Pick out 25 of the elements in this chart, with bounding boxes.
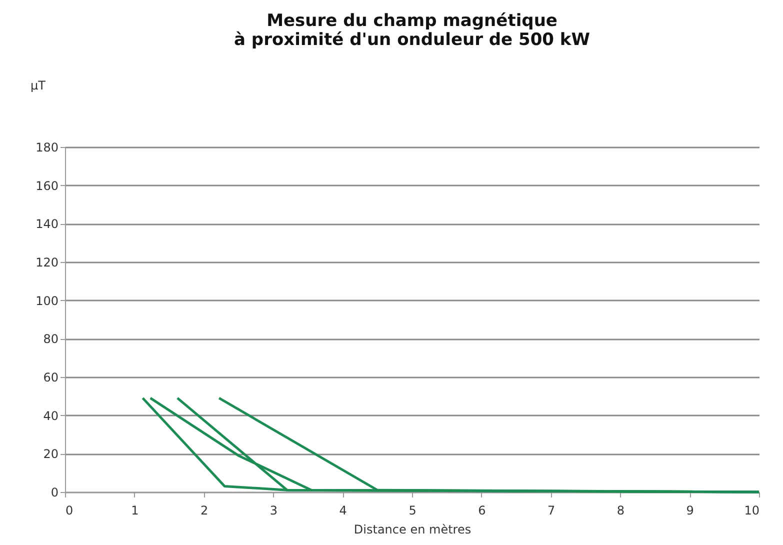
y-tick-label: 60: [43, 370, 58, 384]
y-tick-label: 0: [50, 486, 58, 500]
text: Mesure du champ magnétique: [266, 11, 558, 31]
x-tick-label: 4: [339, 504, 347, 518]
x-tick-label: 1: [131, 504, 139, 518]
x-tick-label: 8: [616, 504, 625, 518]
x-tick-label: 10: [744, 504, 760, 518]
y-tick-label: 40: [43, 408, 58, 423]
y-tick-label: 20: [43, 447, 58, 462]
x-tick-label: 7: [547, 504, 556, 518]
text: à proximité d'un onduleur de 500 kW: [234, 30, 590, 50]
y-tick-label: 140: [36, 217, 58, 232]
x-tick-label: 5: [408, 504, 416, 518]
x-tick-label: 0: [66, 504, 74, 518]
x-tick-label: 3: [270, 504, 278, 518]
y-tick-label: 100: [36, 294, 58, 308]
x-tick-label: 2: [200, 504, 208, 518]
y-axis-title: µT: [30, 78, 46, 92]
y-tick-label: 80: [43, 332, 58, 346]
x-tick-label: 9: [686, 504, 694, 518]
y-tick-label: 180: [36, 140, 58, 154]
x-tick-label: 6: [478, 504, 486, 518]
y-tick-label: 160: [36, 178, 58, 193]
x-axis-title: Distance en mètres: [354, 522, 472, 536]
y-tick-label: 120: [36, 256, 58, 270]
